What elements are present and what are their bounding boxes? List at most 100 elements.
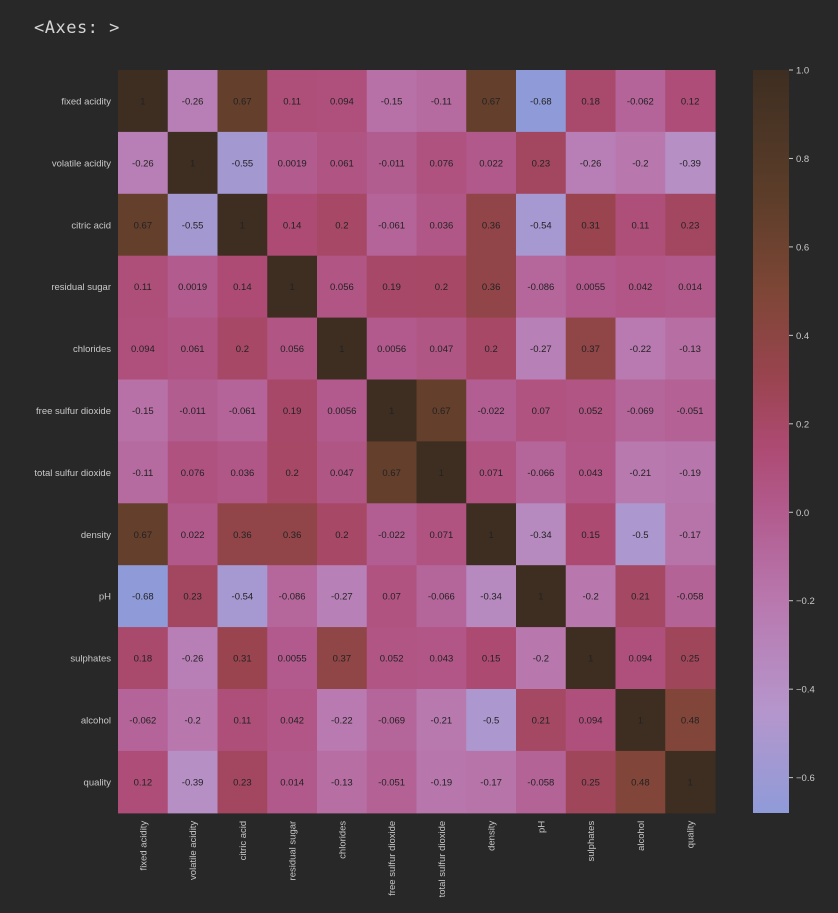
heatmap-cell [466, 750, 517, 814]
cell-value-label: 0.036 [429, 220, 453, 231]
cell-value-label: 0.2 [335, 530, 348, 541]
cell-value-label: -0.26 [132, 158, 154, 169]
cell-value-label: 0.043 [579, 468, 603, 479]
cell-value-label: 0.014 [678, 282, 702, 293]
heatmap-cell [615, 503, 666, 566]
cell-value-label: -0.19 [431, 777, 453, 788]
heatmap-cell [317, 441, 368, 504]
cell-value-label: 0.047 [429, 344, 453, 355]
cell-value-label: -0.27 [530, 344, 552, 355]
cell-value-label: 1 [389, 406, 394, 417]
cell-value-label: -0.2 [533, 654, 549, 665]
cell-value-label: -0.54 [530, 220, 552, 231]
output-cell-label: <Axes: > [34, 18, 120, 38]
heatmap-cell [466, 255, 517, 319]
cell-value-label: 0.022 [479, 158, 503, 169]
cell-value-label: -0.34 [480, 592, 502, 603]
heatmap-cell [516, 689, 567, 752]
cell-value-label: 0.11 [233, 715, 251, 726]
heatmap-cell [466, 131, 517, 195]
cell-value-label: 1 [687, 777, 692, 788]
cell-value-label: -0.061 [378, 220, 405, 231]
cell-value-label: -0.13 [679, 344, 701, 355]
heatmap-cell [217, 441, 268, 504]
heatmap-cell [565, 255, 617, 319]
cell-value-label: 0.36 [482, 220, 501, 231]
cell-value-label: 0.052 [579, 406, 603, 417]
y-tick-label: volatile acidity [52, 158, 111, 169]
cell-value-label: 0.14 [283, 220, 302, 231]
heatmap-cell [466, 565, 517, 628]
heatmap-cell [217, 503, 268, 566]
heatmap-cell [615, 131, 666, 195]
y-tick-label: pH [99, 592, 111, 603]
heatmap-cell [416, 565, 467, 628]
heatmap-cell [317, 565, 368, 628]
heatmap-cell [217, 131, 268, 195]
heatmap-cell [366, 565, 418, 628]
cell-value-label: 0.11 [283, 96, 301, 107]
heatmap-cell [615, 70, 666, 133]
heatmap-cell [466, 689, 517, 752]
y-tick-label: density [81, 530, 111, 541]
heatmap-cell [565, 627, 617, 690]
y-tick-label: free sulfur dioxide [36, 406, 111, 417]
heatmap-cell [118, 627, 169, 690]
cell-value-label: -0.5 [483, 715, 499, 726]
heatmap-cell [565, 379, 617, 442]
cell-value-label: 0.071 [429, 530, 453, 541]
heatmap-cell [366, 255, 418, 319]
x-tick-label: volatile acidity [188, 821, 199, 880]
cell-value-label: 0.094 [131, 344, 155, 355]
cell-value-label: 0.12 [681, 96, 700, 107]
cell-value-label: 0.022 [181, 530, 205, 541]
heatmap-cell [317, 193, 368, 257]
cell-value-label: 0.15 [482, 654, 501, 665]
x-tick-label: density [487, 821, 498, 851]
x-tick-label: fixed acidity [138, 821, 149, 871]
heatmap-cell [466, 379, 517, 442]
x-tick-label: alcohol [636, 821, 647, 851]
cell-value-label: 0.67 [482, 96, 501, 107]
cell-value-label: 0.36 [283, 530, 302, 541]
cell-value-label: 0.061 [181, 344, 205, 355]
cell-value-label: 0.014 [280, 777, 304, 788]
cell-value-label: 0.15 [581, 530, 600, 541]
colorbar-tick-label: −0.6 [796, 773, 815, 784]
heatmap-cell [167, 317, 219, 381]
cell-value-label: 0.12 [134, 777, 153, 788]
heatmap-cell [565, 441, 617, 504]
x-tick-label: chlorides [337, 821, 348, 859]
heatmap-cell [167, 193, 219, 257]
cell-value-label: 0.047 [330, 468, 354, 479]
heatmap-cell [565, 193, 617, 257]
y-tick-label: alcohol [81, 715, 111, 726]
heatmap-cell [267, 255, 318, 319]
y-tick-label: total sulfur dioxide [34, 468, 111, 479]
heatmap-cell [267, 70, 318, 133]
cell-value-label: 0.18 [134, 654, 153, 665]
x-tick-label: citric acid [238, 821, 249, 861]
x-tick-label: pH [536, 821, 547, 833]
heatmap-cell [615, 750, 666, 814]
heatmap-cell [217, 70, 268, 133]
cell-value-label: 0.36 [233, 530, 252, 541]
colorbar-tick-label: 1.0 [796, 66, 809, 77]
heatmap-cell [267, 503, 318, 566]
cell-value-label: 0.036 [230, 468, 254, 479]
heatmap-cell [416, 70, 467, 133]
cell-value-label: 1 [240, 220, 245, 231]
cell-value-label: 0.67 [382, 468, 401, 479]
cell-value-label: 1 [538, 592, 543, 603]
heatmap-cell [416, 317, 467, 381]
y-tick-label: chlorides [73, 344, 111, 355]
y-tick-label: residual sugar [51, 282, 111, 293]
heatmap-cell [366, 193, 418, 257]
heatmap-cell [416, 193, 467, 257]
heatmap-cell [267, 689, 318, 752]
cell-value-label: 0.21 [532, 715, 551, 726]
cell-value-label: 0.094 [330, 96, 354, 107]
heatmap-cell [366, 379, 418, 442]
heatmap-cell [466, 193, 517, 257]
heatmap-cell [366, 317, 418, 381]
